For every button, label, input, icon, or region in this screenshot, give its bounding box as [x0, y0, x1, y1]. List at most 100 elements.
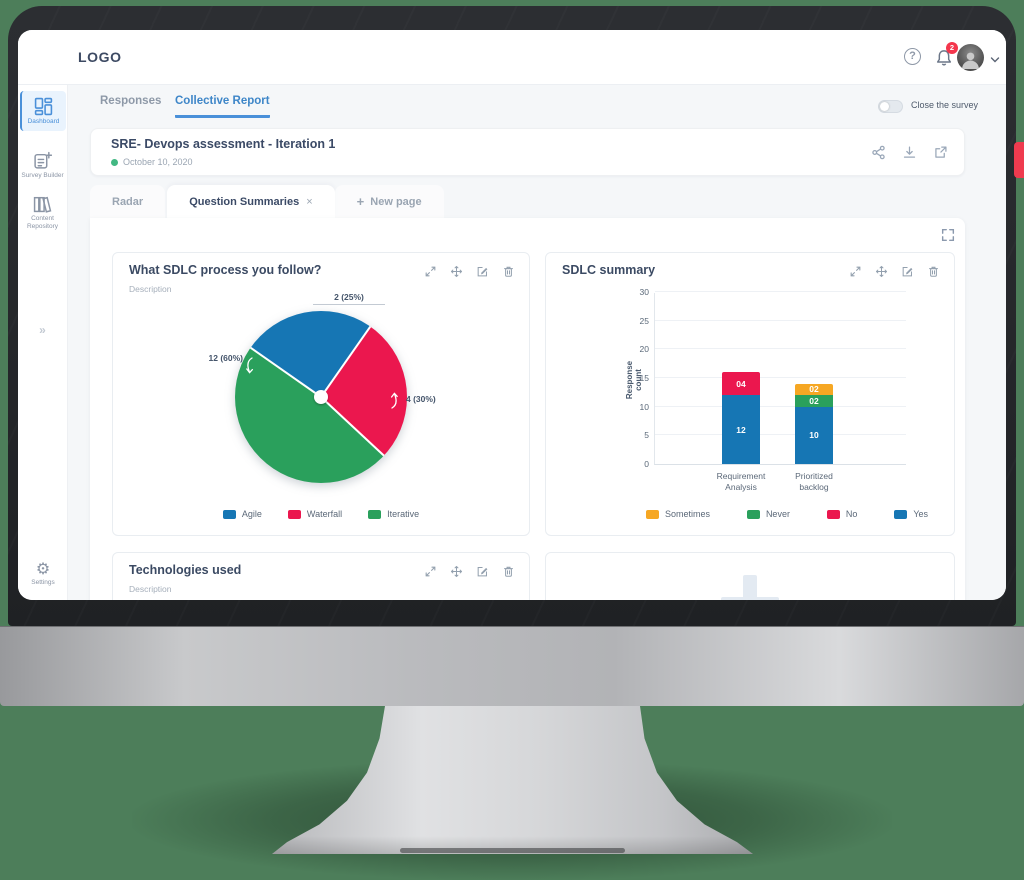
close-survey-toggle[interactable] [878, 100, 903, 113]
delete-icon[interactable] [927, 265, 940, 278]
feedback-side-tab[interactable] [1014, 142, 1024, 178]
bar-segment-value: 02 [809, 395, 819, 406]
legend-item: No [826, 509, 858, 519]
sidebar-item-label: Settings [31, 579, 55, 586]
legend-item: Yes [894, 509, 928, 519]
y-axis-tick-label: 10 [639, 401, 649, 412]
technologies-widget: Technologies used Description [112, 552, 530, 600]
survey-builder-icon [20, 151, 66, 170]
delete-icon[interactable] [502, 565, 515, 578]
pie-slice-divider [320, 325, 372, 398]
monitor-stand-edge [400, 848, 625, 853]
y-axis-tick-label: 0 [644, 459, 649, 469]
stacked-bar: 10 02 02 [795, 383, 833, 464]
move-icon[interactable] [450, 265, 463, 278]
survey-header-card: SRE- Devops assessment - Iteration 1 Oct… [90, 128, 965, 176]
content-repository-icon [20, 194, 66, 213]
sidebar-item-content-repository[interactable]: Content Repository [20, 194, 66, 231]
share-icon[interactable] [871, 145, 886, 160]
tab-collective-report[interactable]: Collective Report [175, 95, 270, 118]
legend-label: No [845, 509, 858, 519]
sidebar-item-label: Survey Builder [21, 172, 64, 180]
close-tab-icon[interactable]: × [306, 195, 313, 208]
move-icon[interactable] [875, 265, 888, 278]
y-axis-tick-label: 5 [644, 430, 649, 441]
sidebar-item-dashboard[interactable]: Dashboard [19, 91, 66, 132]
page-tabs: Radar Question Summaries × + New page [90, 185, 446, 218]
sidebar-item-survey-builder[interactable]: Survey Builder [20, 147, 66, 180]
bar-segment-no: 04 [722, 372, 760, 396]
legend-swatch [826, 509, 840, 519]
pie-legend: Agile Waterfall Iterative [113, 509, 529, 519]
download-icon[interactable] [902, 145, 917, 160]
pie-label-iterative: 12 (60%) [208, 353, 244, 363]
y-axis-tick-label: 30 [639, 287, 649, 297]
app-logo: LOGO [78, 49, 122, 65]
status-dot [111, 159, 118, 166]
main-content: Responses Collective Report Close the su… [68, 85, 1006, 600]
widget-description: Description [129, 284, 172, 294]
y-axis-tick-label: 15 [639, 373, 649, 383]
tab-responses[interactable]: Responses [100, 95, 162, 107]
legend-label: Never [765, 509, 790, 519]
edit-icon[interactable] [901, 265, 914, 278]
sidebar-item-settings[interactable]: ⚙ Settings [18, 561, 68, 587]
legend-label: Waterfall [306, 509, 343, 519]
legend-label: Iterative [387, 509, 420, 519]
bar-segment-yes: 10 [795, 406, 833, 464]
legend-item: Sometimes [646, 509, 710, 519]
legend-label: Agile [241, 509, 262, 519]
legend-label: Yes [913, 509, 928, 519]
legend-swatch [746, 509, 760, 519]
legend-item: Waterfall [287, 509, 343, 519]
bar-segment-yes: 12 [722, 395, 760, 464]
edit-icon[interactable] [476, 565, 489, 578]
sidebar: Dashboard Survey Builder Content Reposit… [18, 85, 68, 600]
legend-swatch [368, 509, 382, 519]
help-icon[interactable]: ? [904, 48, 921, 65]
survey-title: SRE- Devops assessment - Iteration 1 [111, 137, 336, 151]
add-widget-card[interactable] [545, 552, 955, 600]
y-axis-tick-label: 20 [639, 344, 649, 355]
pie-label-waterfall: 4 (30%) [406, 394, 436, 404]
tab-new-page[interactable]: + New page [334, 185, 444, 218]
bar-segment-never: 02 [795, 395, 833, 407]
open-external-icon[interactable] [933, 145, 948, 160]
legend-swatch [287, 509, 301, 519]
toggle-knob [880, 102, 889, 111]
tab-question-summaries[interactable]: Question Summaries × [167, 185, 335, 218]
tab-radar[interactable]: Radar [90, 185, 166, 218]
delete-icon[interactable] [502, 265, 515, 278]
widget-title: Technologies used [129, 563, 242, 577]
bar-segment-value: 04 [736, 378, 746, 389]
pie-center-dot [314, 390, 328, 404]
add-widget-plus-icon [721, 575, 779, 600]
plus-icon: + [356, 194, 365, 209]
gridline [655, 291, 906, 292]
sidebar-collapse-chevrons[interactable]: » [39, 323, 47, 337]
move-icon[interactable] [450, 565, 463, 578]
expand-icon[interactable] [424, 565, 437, 578]
close-survey-label: Close the survey [911, 100, 979, 110]
y-axis-tick-label: 25 [639, 315, 649, 326]
widget-actions [424, 265, 515, 278]
legend-label: Sometimes [665, 509, 711, 519]
avatar[interactable] [957, 44, 984, 71]
edit-icon[interactable] [476, 265, 489, 278]
gridline [655, 434, 906, 436]
legend-item: Agile [222, 509, 262, 519]
app-screen: LOGO ? 2 Dashboard [18, 30, 1006, 600]
top-bar: LOGO ? 2 [18, 30, 1006, 85]
expand-icon[interactable] [849, 265, 862, 278]
dashboard-grid-icon [22, 97, 66, 116]
fullscreen-icon[interactable] [940, 227, 956, 243]
tab-content-panel: What SDLC process you follow? Descriptio… [90, 218, 965, 600]
expand-icon[interactable] [424, 265, 437, 278]
monitor-chin [0, 626, 1024, 706]
pie-leader-arrow [390, 392, 398, 409]
x-axis-category-label: Requirement Analysis [716, 471, 766, 493]
pie-slice-divider [249, 346, 322, 398]
bar-segment-value: 02 [809, 384, 819, 395]
chevron-down-icon[interactable] [989, 54, 1001, 66]
legend-swatch [646, 509, 659, 519]
